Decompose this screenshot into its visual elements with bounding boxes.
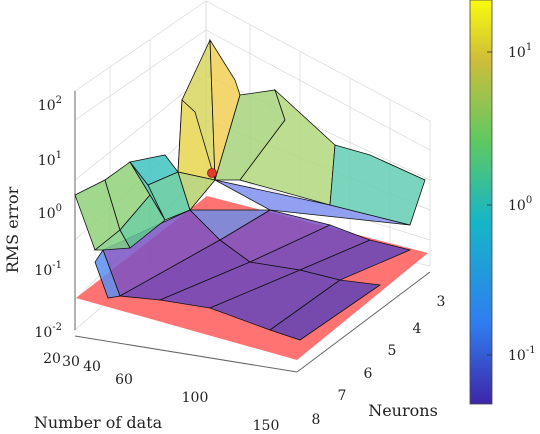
- surface-cell: [177, 171, 216, 211]
- surface-cell: [329, 144, 426, 226]
- surface-cell: [269, 279, 382, 341]
- colorbar-tick-label: 100: [508, 195, 532, 214]
- y-tick-label: 5: [388, 343, 397, 359]
- colorbar-tick-label: 101: [508, 42, 532, 61]
- z-tick-label: 102: [38, 95, 62, 114]
- y-tick-label: 7: [338, 388, 347, 404]
- surface-cell: [93, 229, 131, 251]
- x-tick-label: 60: [115, 372, 133, 388]
- gridline: [205, 29, 431, 151]
- z-axis-title: RMS error: [3, 186, 22, 273]
- y-axis-title: Neurons: [368, 401, 438, 420]
- x-axis-line: [74, 335, 298, 373]
- surface-cell: [94, 249, 121, 299]
- z-tick-label: 100: [38, 203, 62, 222]
- gridline: [74, 74, 207, 181]
- x-axis-title: Number of data: [34, 413, 163, 432]
- x-tick-label: 100: [182, 390, 209, 406]
- gridline: [205, 74, 431, 181]
- error-surface: [74, 38, 426, 341]
- surface-cell: [298, 239, 412, 281]
- z-tick-labels: 10-2 10-1 100 101 102: [34, 95, 62, 341]
- x-tick-label: 40: [83, 359, 101, 375]
- z-tick-label: 101: [38, 150, 62, 169]
- y-tick-label: 3: [437, 294, 446, 310]
- surface-cell: [239, 88, 336, 206]
- x-tick-label: 30: [62, 354, 80, 370]
- highlight-point: [207, 168, 217, 178]
- y-tick-label: 4: [413, 321, 422, 337]
- z-tick-label: 10-2: [34, 322, 62, 341]
- x-tick-label: 150: [253, 418, 280, 434]
- x-tick-label: 20: [43, 351, 61, 367]
- colorbar-tick-labels: 101 100 10-1: [487, 42, 536, 364]
- x-tick-labels: 20 30 40 60 100 150: [43, 351, 279, 434]
- gridline: [74, 29, 207, 121]
- y-axis-line: [296, 271, 431, 373]
- z-tick-label: 10-1: [34, 260, 62, 279]
- colorbar: [469, 0, 493, 405]
- surface-cell: [189, 209, 272, 241]
- y-tick-label: 8: [312, 412, 321, 428]
- y-tick-label: 6: [364, 366, 373, 382]
- colorbar-tick-label: 10-1: [508, 345, 536, 364]
